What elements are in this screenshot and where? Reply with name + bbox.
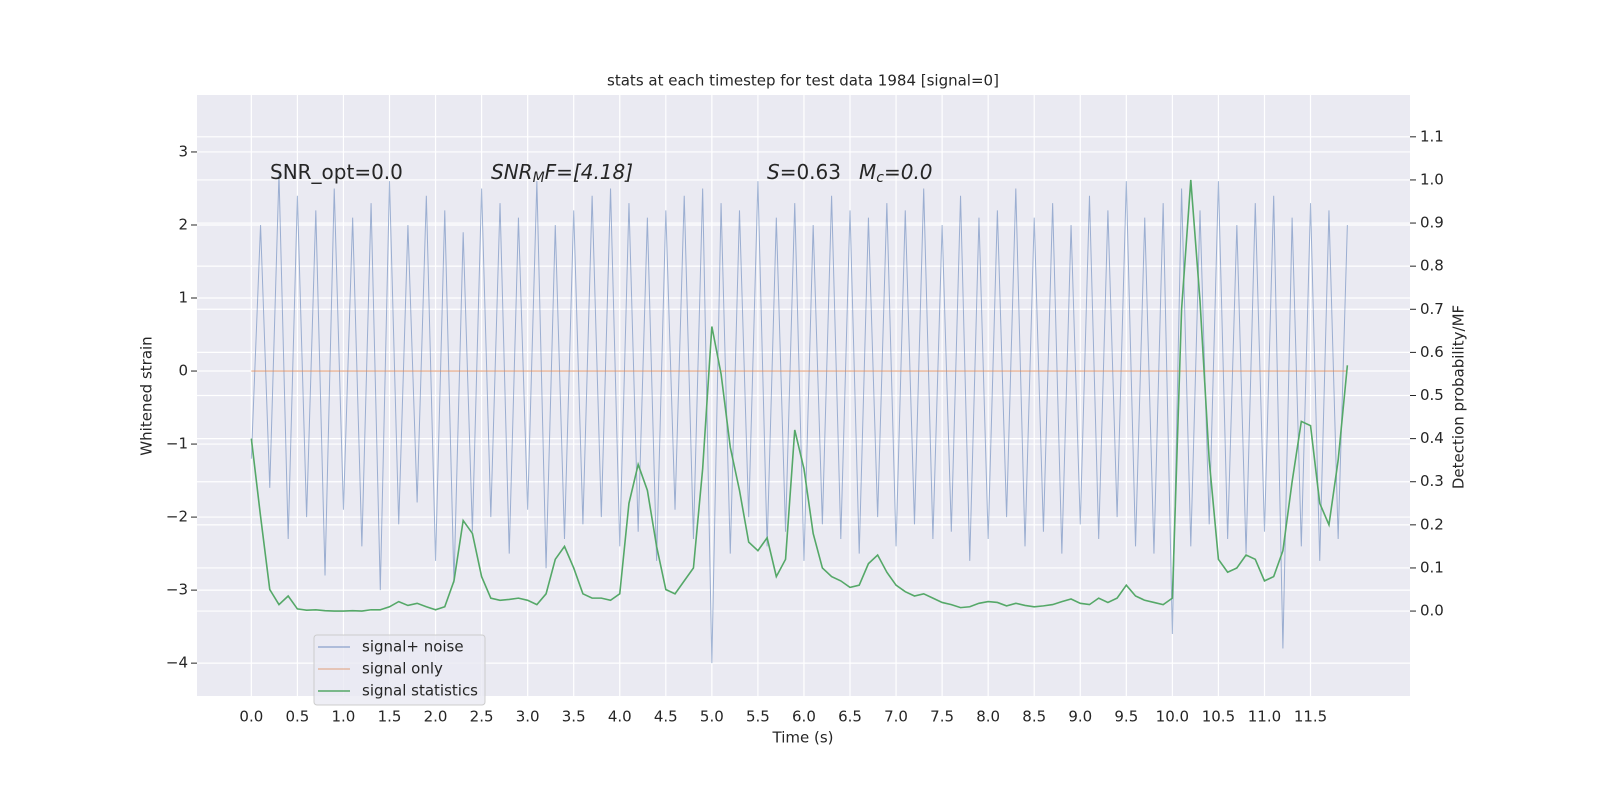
y-tick-label: 0 (178, 362, 188, 380)
x-tick-label: 10.5 (1202, 708, 1235, 726)
legend-box (313, 634, 486, 706)
series-line (250, 173, 1348, 664)
x-tick-label: 3.5 (562, 708, 586, 726)
y-tick-label: 3 (178, 142, 188, 160)
x-tick-label: 11.5 (1294, 708, 1327, 726)
y2-tick-label: 0.4 (1420, 429, 1444, 447)
y2-tick-label: 0.5 (1420, 386, 1444, 404)
y-axis-label: Whitened strain (138, 336, 156, 455)
y-tick-label: 2 (178, 215, 188, 233)
legend-label: signal+ noise (362, 638, 464, 656)
annotation-rest: =0.63 (780, 160, 841, 184)
x-axis-label: Time (s) (772, 729, 834, 747)
annotation-subscript: M (533, 170, 545, 186)
x-tick-label: 5.0 (700, 708, 724, 726)
y-tick-label: −1 (166, 435, 188, 453)
x-tick-label: 7.0 (884, 708, 908, 726)
annotation-text: SNR_opt=0.0 (270, 160, 403, 184)
annotation: Mc=0.0 (859, 160, 933, 187)
legend-label: signal only (362, 660, 443, 678)
y-tick-label: −4 (166, 654, 188, 672)
y2-axis-label: Detection probability/MF (1450, 305, 1468, 489)
x-tick-label: 4.0 (608, 708, 632, 726)
series-line (250, 179, 1349, 612)
y-tick-label: 1 (178, 289, 188, 307)
y2-tick-label: 1.0 (1420, 170, 1444, 188)
y2-tick-label: 0.1 (1420, 558, 1444, 576)
y2-tick-label: 0.8 (1420, 257, 1444, 275)
annotation-text: SNR (491, 160, 533, 184)
x-tick-label: 3.0 (516, 708, 540, 726)
y2-tick-label: 0.7 (1420, 300, 1444, 318)
annotation-text: M (859, 160, 876, 184)
y2-tick-label: 0.6 (1420, 343, 1444, 361)
x-tick-label: 0.5 (285, 708, 309, 726)
x-tick-label: 4.5 (654, 708, 678, 726)
x-tick-label: 11.0 (1248, 708, 1281, 726)
x-tick-label: 7.5 (930, 708, 954, 726)
x-tick-label: 5.5 (746, 708, 770, 726)
x-tick-label: 9.0 (1068, 708, 1092, 726)
annotation: SNR_opt=0.0 (270, 160, 403, 184)
x-tick-label: 0.0 (239, 708, 263, 726)
y-tick-label: −2 (166, 508, 188, 526)
x-tick-label: 9.5 (1114, 708, 1138, 726)
x-tick-label: 10.0 (1156, 708, 1189, 726)
y2-tick-label: 0.0 (1420, 602, 1444, 620)
chart-title: stats at each timestep for test data 198… (607, 72, 999, 90)
y2-tick-label: 0.9 (1420, 214, 1444, 232)
annotation-rest: =0.0 (884, 160, 933, 184)
x-tick-label: 2.5 (470, 708, 494, 726)
annotation-text: S (767, 160, 780, 184)
series-group (250, 173, 1349, 664)
y2-tick-label: 0.2 (1420, 515, 1444, 533)
annotation-subscript: c (876, 170, 884, 186)
legend-label: signal statistics (362, 682, 478, 700)
x-tick-label: 1.0 (332, 708, 356, 726)
y-tick-label: −3 (166, 581, 188, 599)
annotation-rest: F=[4.18] (545, 160, 633, 184)
y2-tick-label: 1.1 (1420, 127, 1444, 145)
y2-tick-label: 0.3 (1420, 472, 1444, 490)
annotation: SNRMF=[4.18] (491, 160, 633, 187)
x-tick-label: 2.0 (424, 708, 448, 726)
x-tick-label: 8.0 (976, 708, 1000, 726)
x-tick-label: 8.5 (1022, 708, 1046, 726)
x-tick-label: 1.5 (378, 708, 402, 726)
annotation: S=0.63 (767, 160, 841, 184)
x-tick-label: 6.5 (838, 708, 862, 726)
x-tick-label: 6.0 (792, 708, 816, 726)
